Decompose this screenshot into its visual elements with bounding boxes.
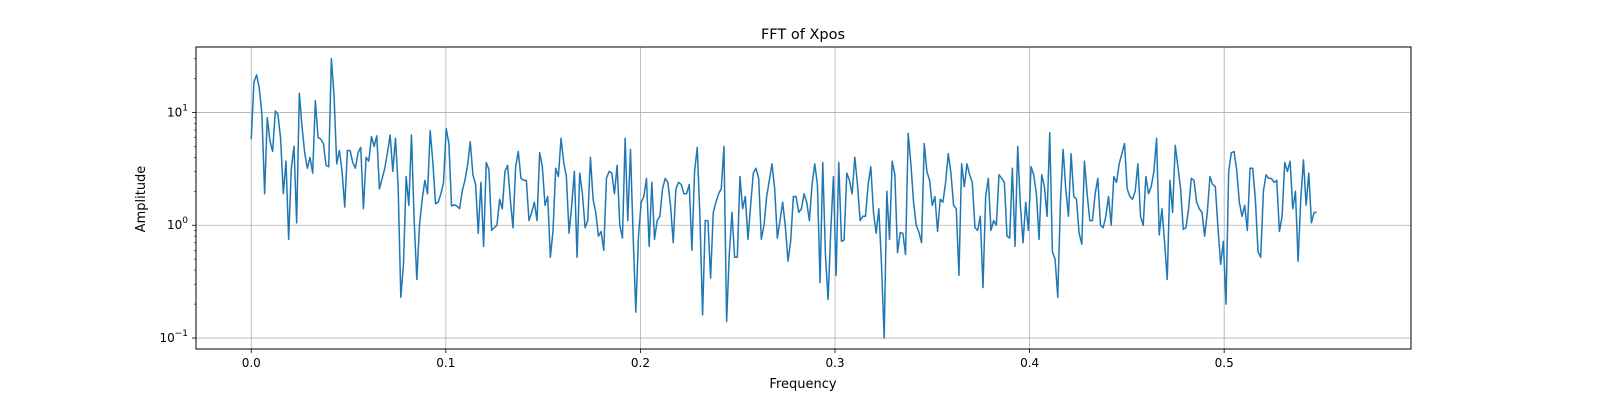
chart-title: FFT of Xpos: [761, 27, 845, 43]
x-tick-label: 0.4: [1020, 356, 1039, 370]
x-tick-label: 0.1: [436, 356, 455, 370]
y-axis-label: Amplitude: [134, 166, 149, 233]
x-tick-label: 0.3: [825, 356, 844, 370]
x-tick-label: 0.2: [631, 356, 650, 370]
x-tick-label: 0.0: [242, 356, 261, 370]
plot-area: [250, 57, 1317, 339]
y-tick-label: 10−1: [159, 329, 188, 345]
x-axis-label: Frequency: [769, 377, 836, 392]
axis-ticks: 0.0 0.1 0.2 0.3 0.4 0.5 10−1 100 101: [159, 58, 1234, 370]
axes-frame: [195, 46, 1412, 350]
y-tick-label: 101: [167, 103, 188, 119]
x-tick-label: 0.5: [1215, 356, 1234, 370]
fft-series-line: [250, 57, 1317, 339]
y-tick-label: 100: [167, 216, 188, 232]
